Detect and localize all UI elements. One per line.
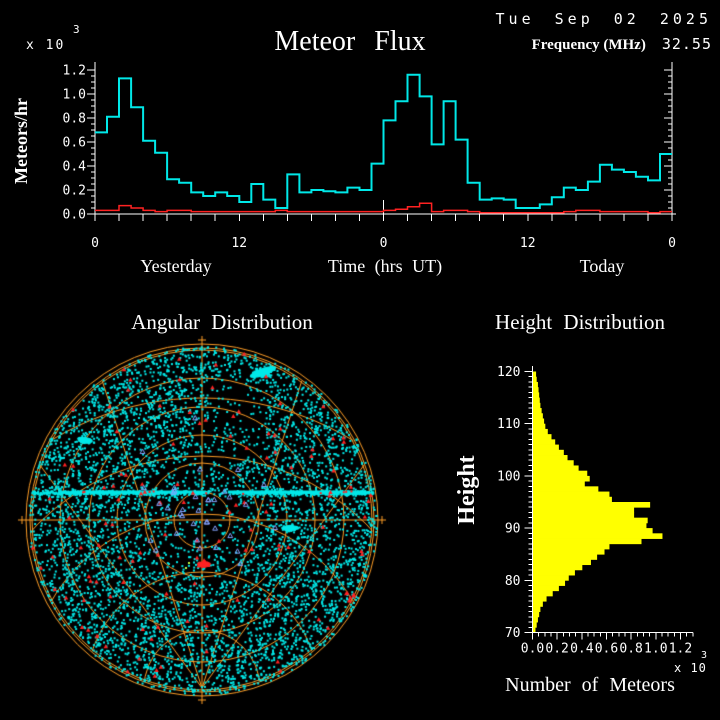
svg-text:1.0: 1.0 [63, 88, 86, 103]
svg-text:0.0: 0.0 [63, 208, 86, 223]
svg-text:1.0: 1.0 [644, 642, 667, 657]
height-distribution-title: Height Distribution [495, 310, 665, 334]
flux-chart: 0.0 0.2 0.4 0.6 0.8 1.0 1.2 0 12 0 12 0 [63, 62, 676, 251]
today-label: Today [579, 256, 625, 276]
svg-text:70: 70 [505, 626, 521, 641]
svg-text:12: 12 [520, 236, 536, 251]
svg-text:0.6: 0.6 [63, 136, 86, 151]
svg-text:1.2: 1.2 [63, 64, 86, 79]
svg-text:0.2: 0.2 [545, 642, 568, 657]
frequency-value: 32.55 [661, 35, 712, 53]
height-chart: 70 80 90 100 110 120 0.0 0.2 0.4 0.6 0.8 1.0 1.2 [497, 365, 694, 657]
svg-text:0.8: 0.8 [63, 112, 86, 127]
svg-text:90: 90 [505, 522, 521, 537]
svg-text:1.2: 1.2 [669, 642, 692, 657]
svg-text:12: 12 [231, 236, 247, 251]
time-axis-label: Time (hrs UT) [327, 256, 443, 276]
height-x-scale-label: x 10 [674, 661, 707, 675]
height-x-scale-exponent: 3 [701, 650, 708, 661]
angular-distribution-plot [0, 318, 404, 720]
svg-text:0.6: 0.6 [595, 642, 618, 657]
page-title: Meteor Flux [274, 26, 426, 57]
svg-text:0.4: 0.4 [570, 642, 594, 657]
svg-text:0.2: 0.2 [63, 184, 86, 199]
svg-text:0: 0 [91, 236, 99, 251]
svg-text:0.8: 0.8 [619, 642, 642, 657]
svg-text:80: 80 [505, 574, 521, 589]
flux-y-scale-label: x 10 [26, 38, 66, 53]
svg-text:120: 120 [497, 365, 520, 380]
svg-text:0.4: 0.4 [63, 160, 87, 175]
svg-text:110: 110 [497, 417, 520, 432]
frequency-label: Frequency (MHz) [531, 37, 646, 53]
flux-y-scale-exponent: 3 [73, 23, 80, 36]
svg-text:0: 0 [668, 236, 676, 251]
svg-text:0.0: 0.0 [521, 642, 544, 657]
frequency-row: Frequency (MHz) 32.55 [532, 35, 712, 54]
date-label: Tue Sep 02 2025 [495, 10, 712, 28]
svg-text:0: 0 [380, 236, 388, 251]
svg-text:100: 100 [497, 469, 520, 484]
height-x-axis-label: Number of Meteors [505, 674, 675, 696]
yesterday-label: Yesterday [140, 256, 212, 276]
